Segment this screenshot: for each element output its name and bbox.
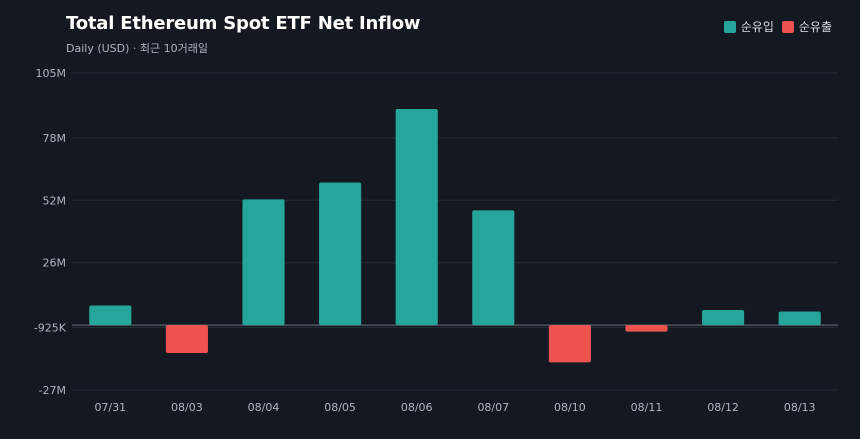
legend-item-inflow[interactable]: 순유입: [723, 18, 774, 35]
y-tick-label: -925K: [34, 321, 67, 334]
legend-label-outflow: 순유출: [798, 20, 832, 34]
y-tick-label: -27M: [39, 384, 66, 397]
x-tick-label: 08/07: [477, 401, 509, 414]
bar-inflow: [778, 311, 821, 326]
x-tick-label: 08/12: [707, 401, 739, 414]
bar-inflow: [319, 182, 362, 326]
bar-inflow: [242, 199, 285, 326]
y-tick-label: 105M: [36, 67, 67, 80]
x-tick-label: 08/05: [324, 401, 356, 414]
legend-item-outflow[interactable]: 순유출: [781, 18, 832, 35]
bar-inflow: [702, 310, 745, 326]
bar-inflow: [472, 210, 515, 326]
bar-inflow: [395, 109, 438, 326]
x-tick-label: 08/11: [631, 401, 663, 414]
chart-title: Total Ethereum Spot ETF Net Inflow: [66, 13, 421, 34]
x-tick-label: 07/31: [94, 401, 126, 414]
x-tick-label: 08/10: [554, 401, 586, 414]
legend-swatch-outflow: [781, 20, 794, 33]
x-tick-label: 08/04: [248, 401, 280, 414]
legend-swatch-inflow: [723, 20, 736, 33]
legend-label-inflow: 순유입: [740, 20, 774, 34]
bar-outflow: [625, 325, 668, 332]
y-tick-label: 52M: [43, 194, 67, 207]
y-tick-label: 78M: [43, 132, 67, 145]
bar-outflow: [548, 325, 591, 363]
bar-outflow: [165, 325, 208, 354]
legend: 순유입 순유출: [723, 18, 832, 35]
x-tick-label: 08/13: [784, 401, 816, 414]
chart-subtitle: Daily (USD) · 최근 10거래일: [66, 42, 208, 55]
bar-inflow: [89, 305, 132, 326]
y-tick-label: 26M: [43, 257, 67, 270]
x-tick-label: 08/06: [401, 401, 433, 414]
x-tick-label: 08/03: [171, 401, 203, 414]
